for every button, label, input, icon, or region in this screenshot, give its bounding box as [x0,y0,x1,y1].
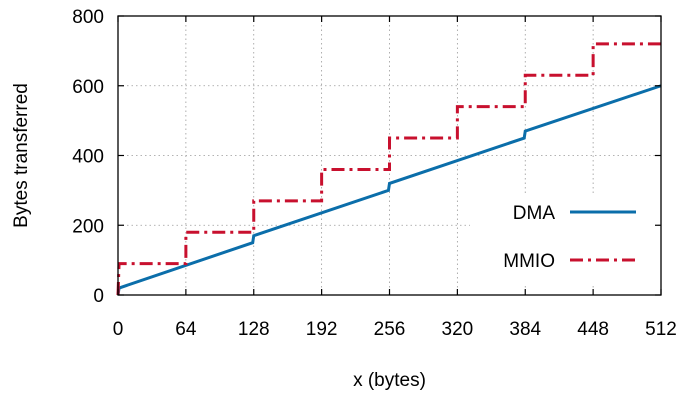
x-tick-label: 64 [175,319,197,340]
y-tick-label: 800 [72,7,104,28]
x-tick-label: 384 [509,319,541,340]
y-tick-label: 600 [72,77,104,98]
x-tick-label: 128 [238,319,270,340]
y-axis-label: Bytes transferred [11,83,32,228]
x-tick-label: 192 [306,319,338,340]
x-tick-label: 320 [442,319,474,340]
legend [470,193,655,283]
x-tick-label: 512 [645,319,677,340]
y-tick-label: 200 [72,216,104,237]
legend-label-dma: DMA [513,203,556,224]
legend-label-mmio: MMIO [503,251,555,272]
series-line-mmio [116,42,661,296]
x-tick-label: 256 [374,319,406,340]
series-line-dma [116,84,662,296]
x-tick-label: 448 [577,319,609,340]
x-axis-label: x (bytes) [353,370,426,391]
ticks: 0 64 128 192 256 320 384 448 512 0 200 400 600 800 [72,7,677,340]
series-layer [116,42,662,296]
y-tick-label: 400 [72,147,104,168]
x-tick-label: 0 [113,319,124,340]
y-tick-label: 0 [93,286,104,307]
legend-entries: DMA MMIO [503,203,636,272]
